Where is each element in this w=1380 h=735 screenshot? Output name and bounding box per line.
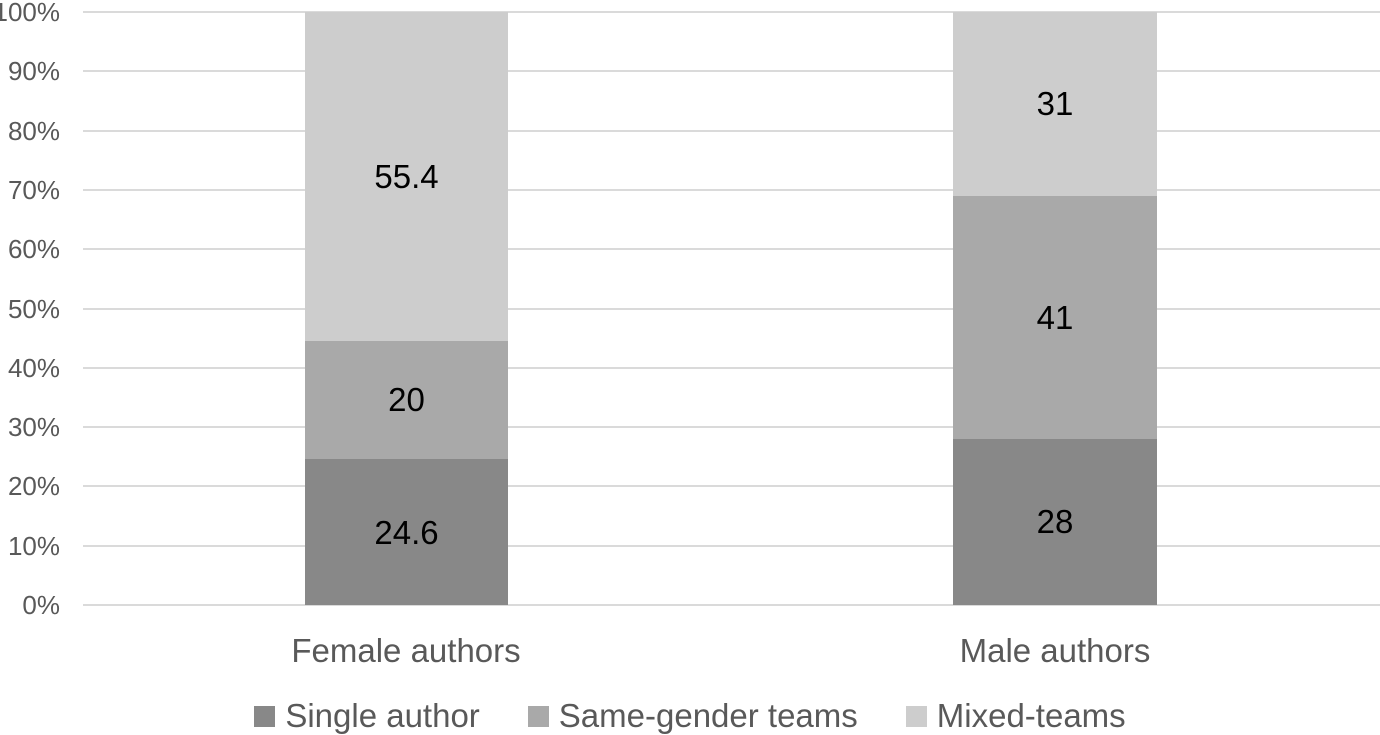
- gridline: [83, 11, 1380, 13]
- legend-label: Mixed-teams: [936, 697, 1126, 734]
- gridline: [83, 366, 1380, 369]
- data-label: 31: [1036, 85, 1074, 123]
- y-axis-tick-label: 30%: [7, 412, 60, 443]
- y-axis-tick-label: 100%: [0, 0, 60, 27]
- y-axis-tick-label: 20%: [7, 471, 60, 502]
- x-axis-category-label: Female authors: [291, 632, 521, 669]
- gridline: [83, 70, 1380, 73]
- y-axis-tick-label: 0%: [22, 590, 60, 620]
- y-axis-tick-label: 10%: [7, 530, 60, 561]
- legend-item-same-gender-teams: Same-gender teams: [527, 696, 858, 735]
- legend-item-mixed-teams: Mixed-teams: [905, 696, 1126, 735]
- y-axis-tick-label: 90%: [7, 56, 60, 87]
- legend-item-single-author: Single author: [254, 696, 480, 735]
- legend-label: Same-gender teams: [558, 697, 858, 734]
- y-axis-tick-label: 80%: [7, 115, 60, 146]
- legend: Single author Same-gender teams Mixed-team…: [0, 696, 1380, 735]
- y-axis-tick-label: 70%: [7, 174, 60, 205]
- bar-segment-same-gender-teams: 41: [953, 195, 1157, 439]
- legend-swatch-icon: [527, 705, 549, 727]
- data-label: 55.4: [374, 157, 439, 195]
- gridline: [83, 604, 1380, 606]
- gridline: [83, 307, 1380, 310]
- bar-segment-same-gender-teams: 20: [305, 340, 508, 460]
- gridline: [83, 129, 1380, 132]
- gridline: [83, 426, 1380, 429]
- bar-segment-mixed-teams: 55.4: [305, 12, 508, 341]
- y-axis-tick-label: 60%: [7, 234, 60, 265]
- gridline: [83, 544, 1380, 547]
- bar-segment-single-author: 28: [953, 438, 1157, 605]
- data-label: 20: [388, 381, 425, 419]
- data-label: 41: [1036, 298, 1074, 336]
- gridline: [83, 248, 1380, 251]
- legend-swatch-icon: [254, 705, 276, 727]
- y-axis-tick-label: 50%: [7, 293, 60, 324]
- gridline: [83, 188, 1380, 191]
- x-axis-category-label: Male authors: [959, 632, 1151, 669]
- data-label: 28: [1036, 503, 1074, 541]
- legend-swatch-icon: [905, 705, 927, 727]
- data-label: 24.6: [374, 513, 439, 551]
- bar-segment-mixed-teams: 31: [953, 12, 1157, 196]
- y-axis-tick-label: 40%: [7, 352, 60, 383]
- legend-label: Single author: [285, 697, 480, 734]
- gridline: [83, 485, 1380, 488]
- bar-segment-single-author: 24.6: [305, 459, 508, 605]
